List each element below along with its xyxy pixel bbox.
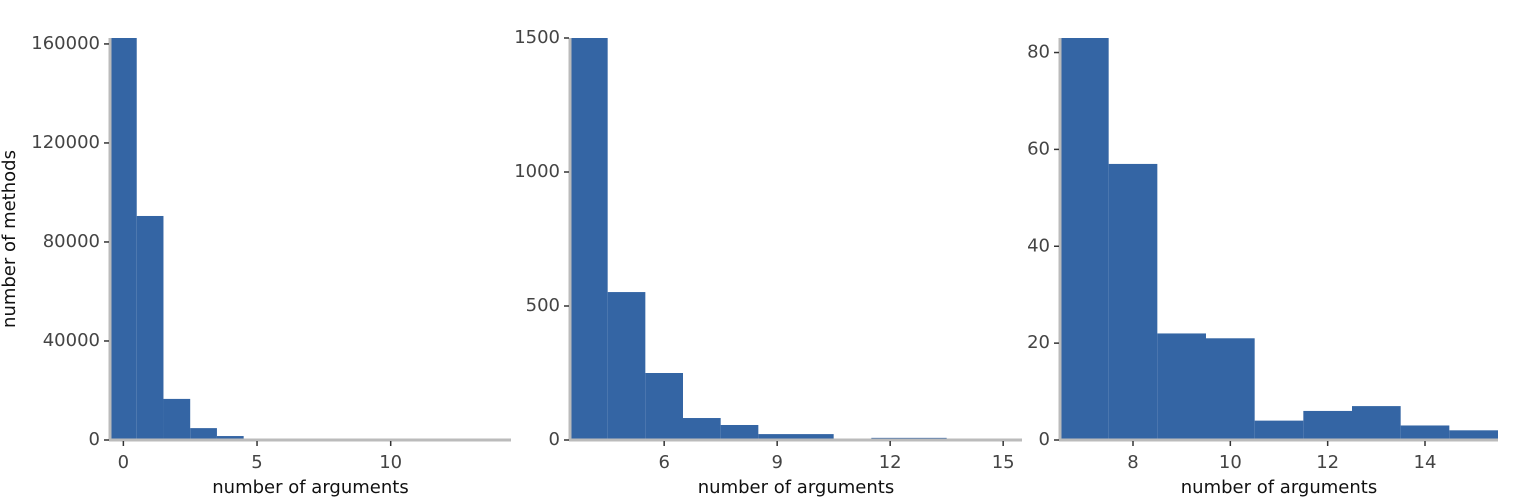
x-tick-label: 14 (1414, 452, 1437, 473)
x-tick-label: 10 (379, 452, 402, 473)
bar (758, 434, 796, 440)
x-tick-label: 12 (879, 452, 902, 473)
y-tick-label: 1000 (514, 161, 560, 182)
bar (1352, 406, 1401, 440)
x-axis-label: number of arguments (698, 477, 894, 498)
x-tick-label: 15 (992, 452, 1015, 473)
bar (1108, 163, 1158, 440)
panel: 0 500 1000 1500 6 9 12 15 number of arguments (514, 27, 1022, 498)
y-axis-label: number of methods (0, 150, 20, 328)
y-tick-label: 1500 (514, 27, 560, 48)
y-tick-label: 500 (526, 295, 560, 316)
x-axis-label: number of arguments (212, 477, 408, 498)
y-tick-label: 80 (1027, 42, 1050, 63)
bar (570, 38, 608, 440)
bar (720, 424, 759, 440)
bar (645, 373, 683, 440)
panel: 0 40000 80000 120000 160000 0 5 10 number of arg… (0, 33, 511, 498)
bars (110, 38, 511, 440)
bar (1400, 425, 1450, 440)
bar (110, 38, 137, 440)
bar (683, 418, 721, 440)
x-tick-label: 12 (1316, 452, 1339, 473)
x-tick-label: 10 (1219, 452, 1242, 473)
y-tick-label: 160000 (31, 33, 100, 54)
y-tick-label: 60 (1027, 138, 1050, 159)
y-tick-label: 0 (1039, 429, 1050, 450)
x-tick-label: 0 (118, 452, 129, 473)
y-tick-label: 80000 (43, 231, 100, 252)
bars (1060, 38, 1498, 440)
y-tick-label: 20 (1027, 332, 1050, 353)
y-tick-label: 120000 (31, 132, 100, 153)
bar (1060, 38, 1109, 440)
bar (796, 434, 834, 440)
x-axis-label: number of arguments (1181, 477, 1377, 498)
y-tick-label: 0 (549, 429, 560, 450)
x-tick-label: 5 (251, 452, 262, 473)
bar (216, 436, 244, 440)
y-tick-label: 40000 (43, 330, 100, 351)
bar (1206, 338, 1255, 440)
bar (1254, 420, 1304, 440)
bar (136, 215, 164, 440)
panel: 0 20 40 60 80 8 10 12 14 number of arguments (1027, 38, 1498, 498)
x-tick-label: 8 (1127, 452, 1138, 473)
bar (1303, 410, 1352, 440)
x-tick-label: 6 (658, 452, 669, 473)
bar (607, 292, 646, 440)
x-tick-label: 9 (771, 452, 782, 473)
bars (570, 38, 1022, 440)
y-tick-label: 0 (89, 429, 100, 450)
bar (1449, 430, 1498, 440)
y-tick-label: 40 (1027, 235, 1050, 256)
bar (163, 398, 191, 440)
bar (1157, 333, 1206, 440)
bar (190, 428, 217, 440)
